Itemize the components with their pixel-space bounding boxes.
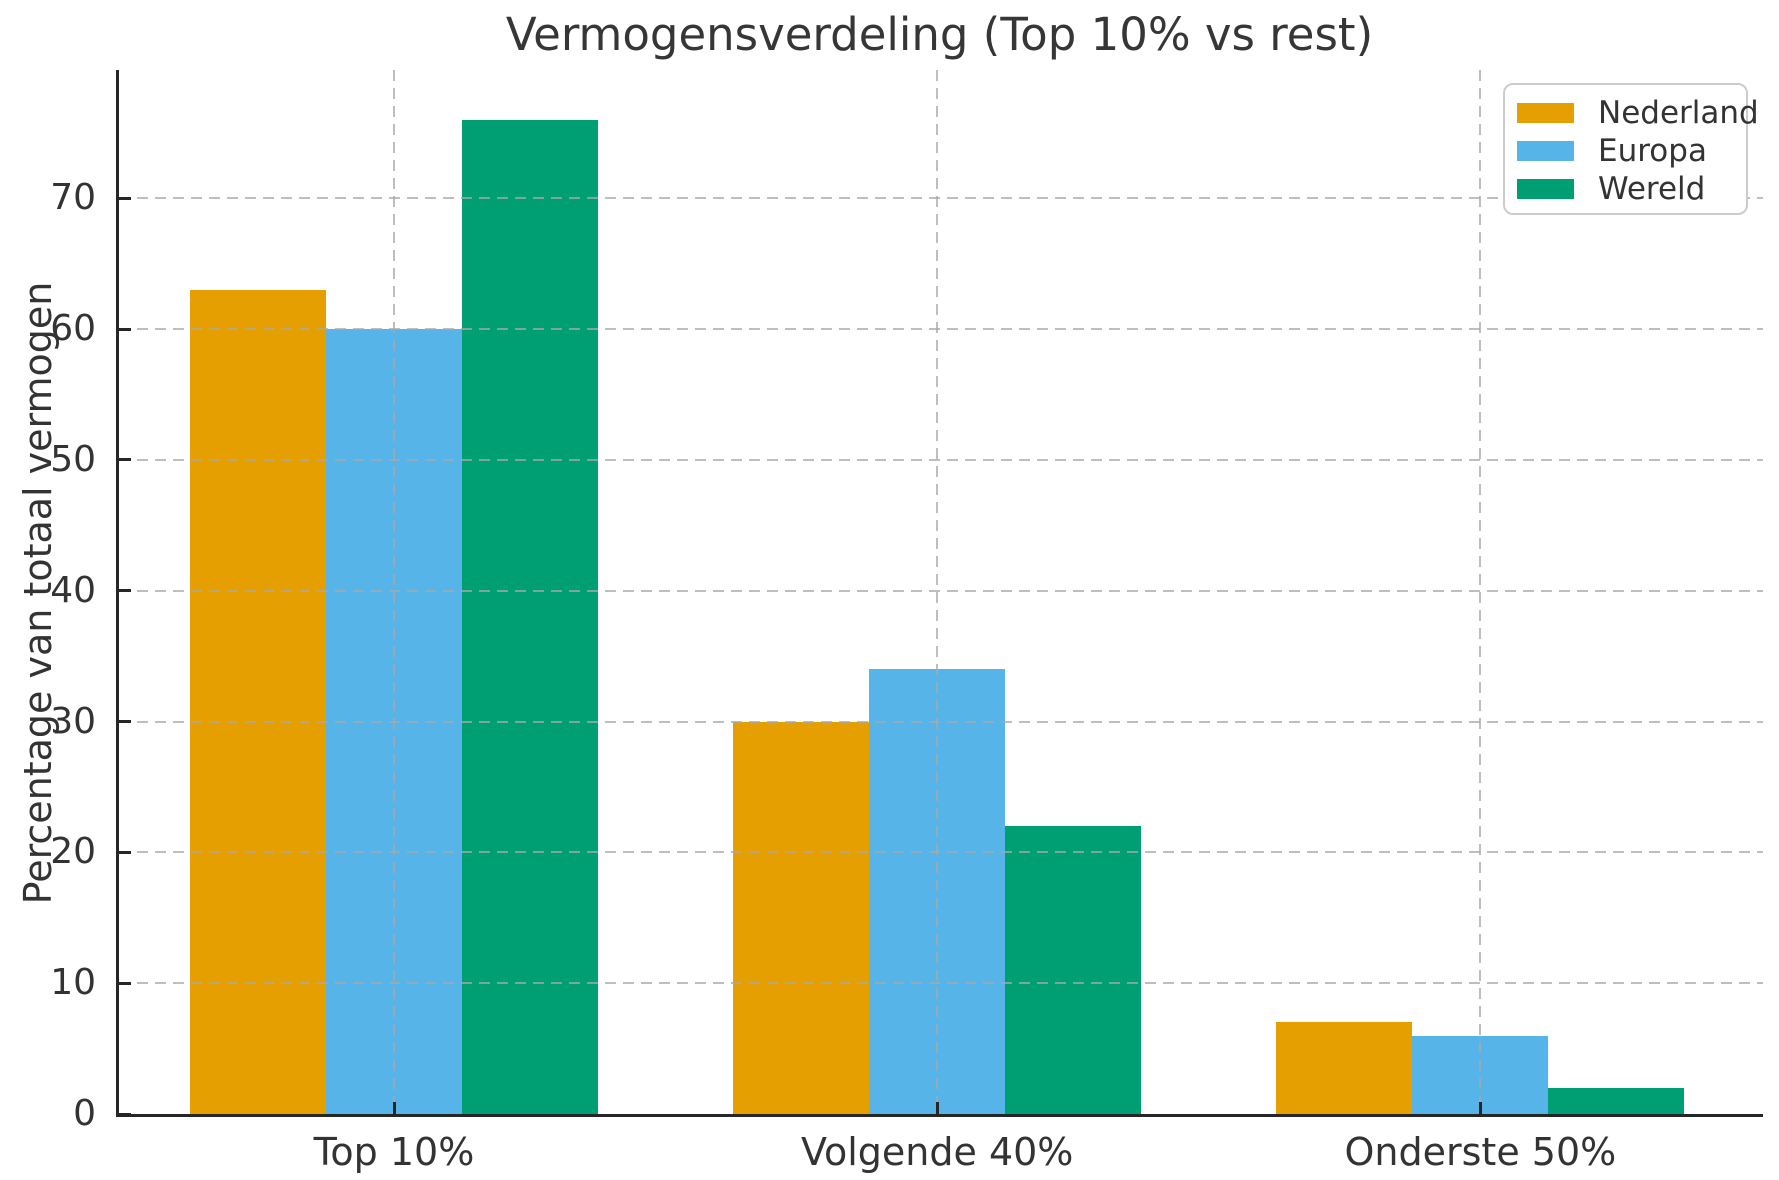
legend-label-europa: Europa xyxy=(1598,132,1707,169)
bar-nederland-volgende-40 xyxy=(733,721,870,1114)
chart-title: Vermogensverdeling (Top 10% vs rest) xyxy=(505,8,1374,61)
legend-item-wereld: Wereld xyxy=(1517,170,1746,208)
y-tick-mark-20 xyxy=(119,850,131,854)
legend-item-nederland: Nederland xyxy=(1517,94,1759,132)
y-tick-label-30: 30 xyxy=(50,700,96,742)
x-tick-mark-top-10 xyxy=(392,1102,396,1114)
bar-wereld-volgende-40 xyxy=(1005,826,1142,1114)
y-tick-label-50: 50 xyxy=(50,438,96,480)
y-tick-mark-0 xyxy=(119,1112,131,1116)
x-tick-mark-onderste-50 xyxy=(1478,1102,1482,1114)
y-tick-label-0: 0 xyxy=(73,1093,96,1134)
y-tick-mark-30 xyxy=(119,720,131,724)
x-tick-label-top-10: Top 10% xyxy=(313,1130,475,1174)
y-tick-label-60: 60 xyxy=(50,308,96,350)
legend-item-europa: Europa xyxy=(1517,132,1746,170)
y-tick-label-40: 40 xyxy=(50,569,96,611)
y-tick-mark-10 xyxy=(119,981,131,985)
x-tick-label-volgende-40: Volgende 40% xyxy=(800,1130,1074,1174)
legend-swatch-nederland xyxy=(1517,103,1574,123)
legend: Nederland Europa Wereld xyxy=(1503,83,1759,215)
legend-swatch-europa xyxy=(1517,141,1574,161)
legend-swatch-wereld xyxy=(1517,179,1574,199)
bar-europa-volgende-40 xyxy=(869,669,1006,1114)
y-tick-label-10: 10 xyxy=(50,962,96,1004)
y-tick-mark-60 xyxy=(119,327,131,331)
y-tick-label-70: 70 xyxy=(50,177,96,219)
x-tick-label-onderste-50: Onderste 50% xyxy=(1344,1130,1617,1174)
bar-nederland-top-10 xyxy=(190,289,326,1114)
bar-nederland-onderste-50 xyxy=(1276,1022,1413,1114)
legend-label-nederland: Nederland xyxy=(1598,94,1759,131)
gridline-vertical-onderste-50 xyxy=(1479,70,1482,1114)
y-tick-mark-40 xyxy=(119,589,131,593)
bar-wereld-top-10 xyxy=(462,119,598,1114)
bar-wereld-onderste-50 xyxy=(1548,1087,1685,1114)
x-tick-mark-volgende-40 xyxy=(935,1102,939,1114)
plot-area xyxy=(116,70,1763,1117)
y-tick-label-20: 20 xyxy=(50,831,96,873)
y-tick-mark-70 xyxy=(119,196,131,200)
bar-europa-top-10 xyxy=(326,329,462,1114)
y-tick-mark-50 xyxy=(119,458,131,462)
legend-label-wereld: Wereld xyxy=(1598,170,1706,207)
